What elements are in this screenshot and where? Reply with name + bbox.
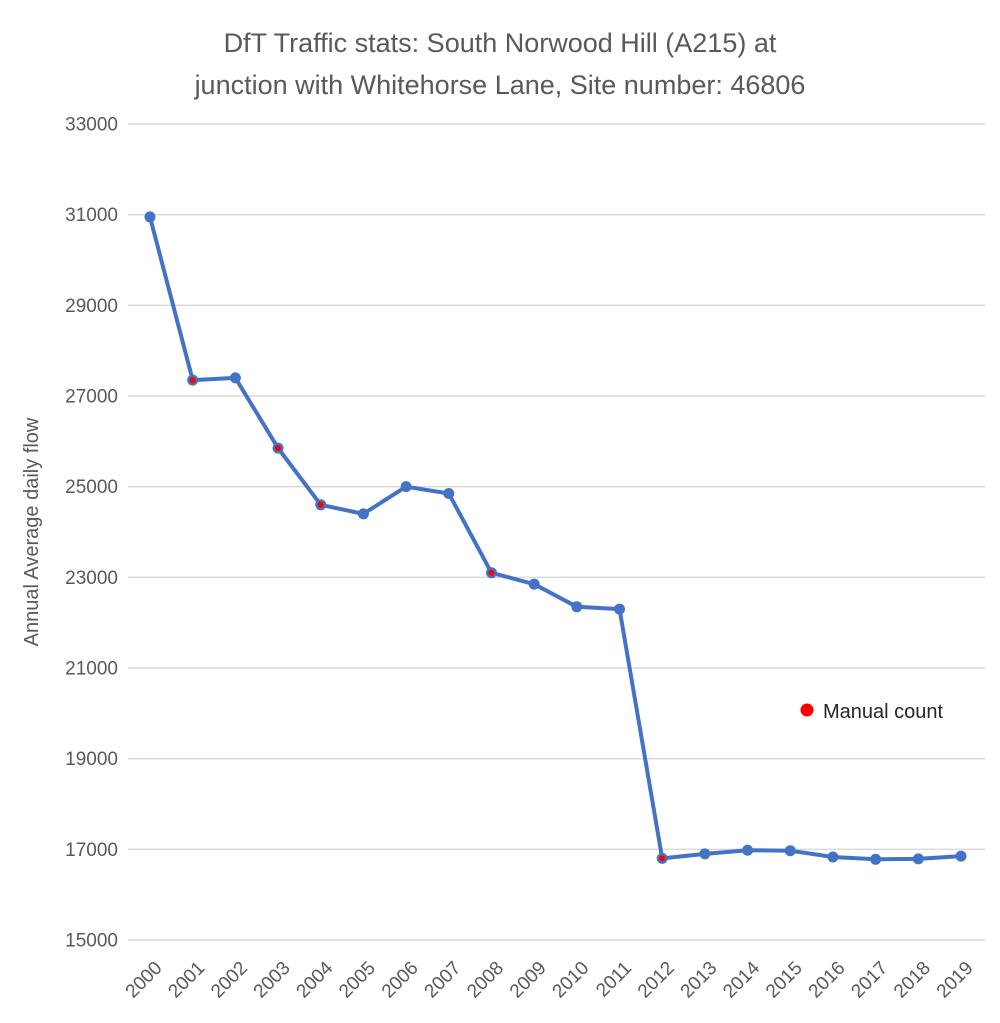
x-tick-label-2008: 2008	[463, 958, 508, 1003]
data-point-2016	[827, 851, 839, 863]
chart-title-line-2: junction with Whitehorse Lane, Site numb…	[194, 70, 806, 100]
data-point-2014	[742, 844, 754, 856]
data-point-2002	[229, 372, 241, 384]
legend-manual-count-dot	[800, 703, 814, 717]
data-point-2009	[528, 578, 540, 590]
y-tick-label-25000: 25000	[65, 477, 118, 498]
x-tick-label-2007: 2007	[421, 958, 466, 1003]
y-tick-label-23000: 23000	[65, 568, 118, 589]
x-tick-label-2013: 2013	[677, 958, 722, 1003]
x-tick-label-2019: 2019	[933, 958, 978, 1003]
x-tick-label-2010: 2010	[549, 958, 594, 1003]
x-tick-label-2002: 2002	[207, 958, 252, 1003]
chart-title-line-1: DfT Traffic stats: South Norwood Hill (A…	[223, 28, 777, 58]
x-tick-label-2006: 2006	[378, 958, 423, 1003]
data-point-2018	[912, 853, 924, 865]
x-tick-label-2004: 2004	[293, 957, 338, 1002]
x-tick-label-2014: 2014	[719, 957, 764, 1002]
chart-title: DfT Traffic stats: South Norwood Hill (A…	[0, 22, 1000, 106]
x-tick-label-2009: 2009	[506, 958, 551, 1003]
data-point-2006	[400, 481, 412, 493]
x-tick-label-2005: 2005	[335, 958, 380, 1003]
y-tick-label-29000: 29000	[65, 296, 118, 317]
data-point-2010	[571, 601, 583, 613]
legend-manual-count-label: Manual count	[823, 701, 944, 723]
y-tick-label-31000: 31000	[65, 205, 118, 226]
x-tick-label-2003: 2003	[250, 958, 295, 1003]
y-axis-title: Annual Average daily flow	[21, 417, 43, 646]
data-point-2005	[357, 508, 369, 520]
data-point-2000	[144, 211, 156, 223]
data-point-2015	[784, 845, 796, 857]
x-tick-label-2016: 2016	[805, 958, 850, 1003]
x-tick-label-2015: 2015	[762, 958, 807, 1003]
manual-count-dot-2003	[275, 445, 282, 452]
manual-count-dot-2008	[488, 569, 495, 576]
y-tick-label-21000: 21000	[65, 659, 118, 680]
manual-count-dot-2004	[317, 501, 324, 508]
data-point-2019	[955, 850, 967, 862]
y-tick-label-15000: 15000	[65, 931, 118, 952]
y-tick-label-33000: 33000	[65, 115, 118, 136]
data-point-2013	[699, 848, 711, 860]
data-point-2017	[870, 853, 882, 865]
data-point-2007	[443, 487, 455, 499]
manual-count-dot-2012	[659, 855, 666, 862]
x-tick-label-2018: 2018	[890, 958, 935, 1003]
y-tick-label-17000: 17000	[65, 840, 118, 861]
y-tick-label-19000: 19000	[65, 749, 118, 770]
data-line-annual-average-daily-flow	[148, 214, 963, 862]
x-tick-label-2017: 2017	[847, 958, 892, 1003]
manual-count-dot-2001	[189, 377, 196, 384]
x-tick-label-2001: 2001	[164, 958, 209, 1003]
x-tick-label-2011: 2011	[592, 958, 636, 1002]
x-tick-label-2012: 2012	[634, 958, 679, 1003]
y-tick-label-27000: 27000	[65, 387, 118, 408]
x-tick-label-2000: 2000	[122, 958, 167, 1003]
data-point-2011	[614, 603, 626, 615]
